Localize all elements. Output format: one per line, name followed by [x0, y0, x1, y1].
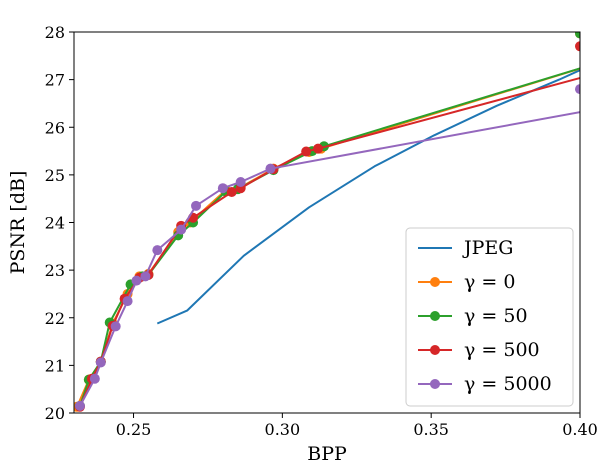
y-tick-label: 22	[45, 309, 65, 328]
y-tick-label: 26	[45, 118, 65, 137]
series-4-point	[575, 84, 580, 95]
legend-swatch-marker	[430, 379, 440, 389]
series-3-point	[575, 41, 580, 52]
legend-label: γ = 50	[464, 305, 528, 327]
legend-swatch-marker	[430, 345, 440, 355]
series-4-point	[122, 296, 133, 307]
series-4-point	[131, 275, 142, 286]
legend-label: JPEG	[462, 237, 513, 259]
legend: JPEG γ = 0 γ = 50 γ = 500 γ = 5000	[405, 227, 574, 407]
series-4-point	[235, 177, 246, 188]
series-4-point	[140, 271, 151, 282]
legend-label: γ = 0	[464, 271, 515, 293]
series-3-point	[313, 143, 324, 154]
series-3-point	[226, 187, 237, 198]
series-4-point	[265, 163, 276, 174]
y-tick-label: 27	[45, 71, 65, 90]
series-4-point	[110, 321, 121, 332]
x-tick-label: 0.40	[562, 420, 598, 439]
series-3-point	[301, 146, 312, 157]
series-2-point	[575, 32, 580, 39]
series-4-point	[191, 200, 202, 211]
legend-box	[405, 227, 574, 407]
series-4-point	[176, 224, 187, 235]
y-tick-label: 20	[45, 404, 65, 423]
x-tick-label: 0.25	[116, 420, 152, 439]
legend-swatch-marker	[430, 277, 440, 287]
y-tick-label: 25	[45, 166, 65, 185]
legend-label: γ = 5000	[464, 373, 552, 395]
plot-area	[74, 32, 580, 412]
series-4-point	[217, 183, 228, 194]
y-axis-label: PSNR [dB]	[7, 171, 29, 275]
series-4-point	[74, 400, 85, 411]
series-4-point	[89, 373, 100, 384]
x-tick-label: 0.35	[413, 420, 449, 439]
series-4-point	[95, 357, 106, 368]
x-axis-label: BPP	[307, 443, 347, 465]
y-tick-label: 24	[45, 214, 65, 233]
legend-label: γ = 500	[464, 339, 540, 361]
legend-swatch-marker	[430, 311, 440, 321]
x-tick-label: 0.30	[265, 420, 301, 439]
axes: 0.25 0.30 0.35 0.40 20 21 22 23 24 25 26 27 28	[45, 23, 598, 439]
y-tick-label: 23	[45, 261, 65, 280]
y-tick-label: 21	[45, 356, 65, 375]
y-tick-label: 28	[45, 23, 65, 42]
series-4-point	[152, 245, 163, 256]
